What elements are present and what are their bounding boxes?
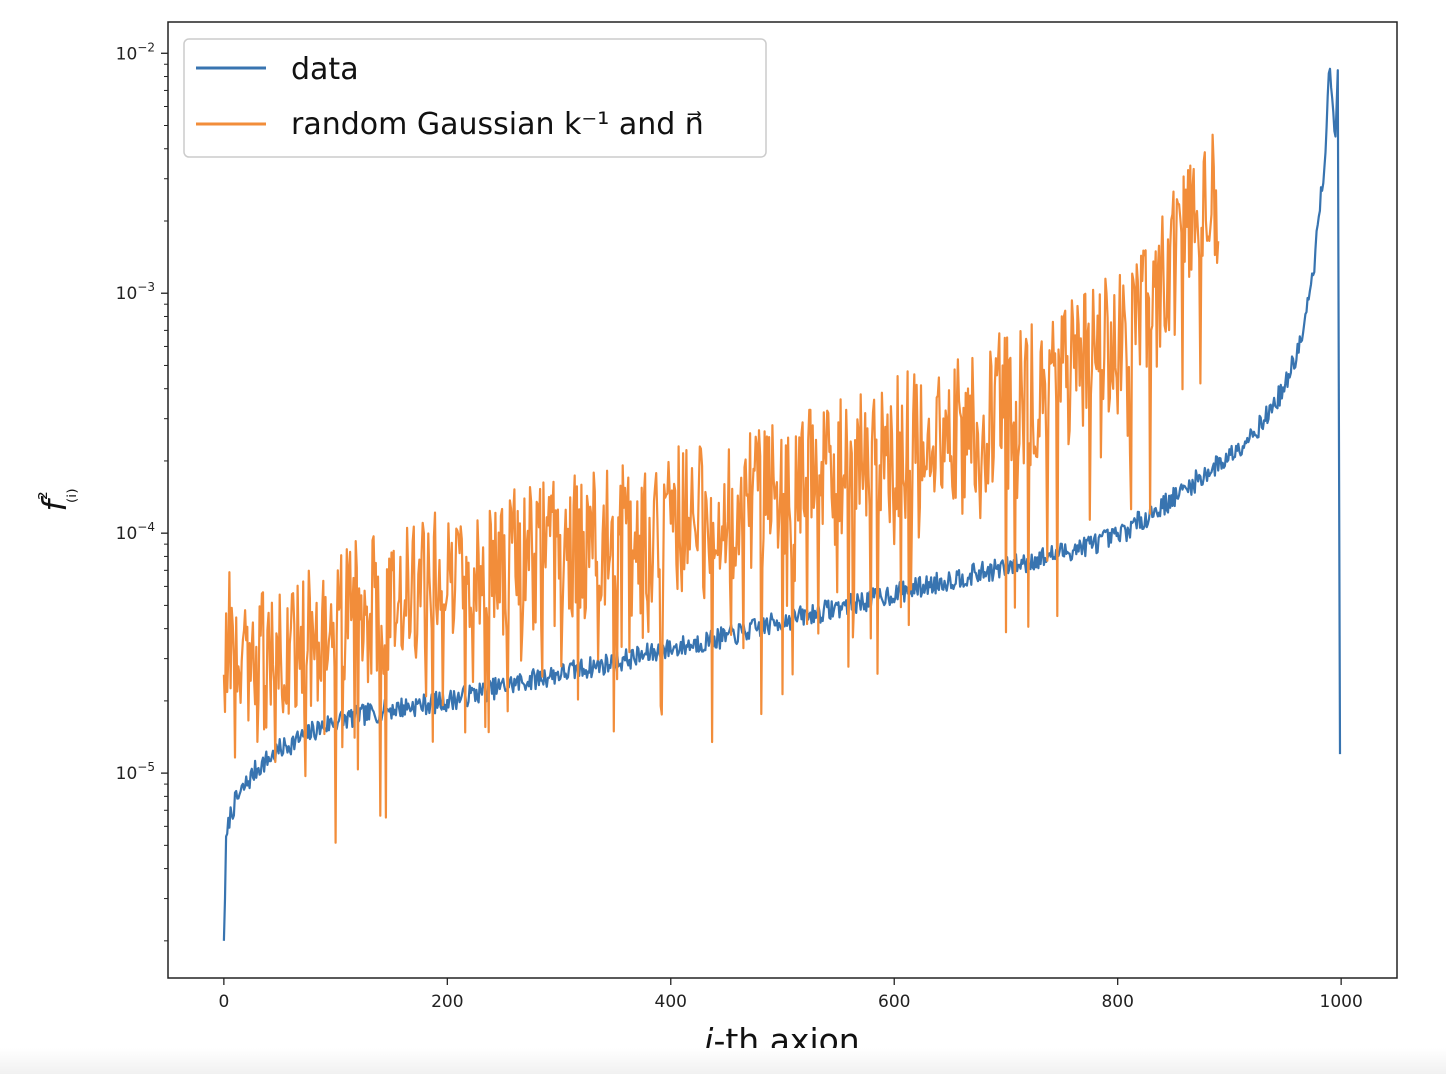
- x-tick-label: 600: [878, 992, 910, 1012]
- plot-frame: [167, 21, 1398, 979]
- x-tick-label: 400: [655, 992, 687, 1012]
- x-tick-label: 200: [431, 992, 463, 1012]
- y-axis-title: f²₍ᵢ₎: [35, 488, 82, 511]
- y-axis-ticks: 10−5 10−4 10−3 10−2: [116, 40, 168, 784]
- y-tick-label: 10−3: [116, 280, 155, 304]
- legend-label-data: data: [291, 52, 359, 87]
- x-tick-label: 1000: [1320, 992, 1363, 1012]
- legend-label-random-gaussian: random Gaussian k⁻¹ and n⃗: [291, 107, 704, 142]
- series-line-random-gaussian: [222, 133, 1220, 844]
- series-layer: [222, 67, 1342, 941]
- x-tick-label: 800: [1101, 992, 1133, 1012]
- y-tick-label: 10−4: [116, 520, 155, 544]
- y-tick-label: 10−5: [116, 760, 155, 784]
- legend: data random Gaussian k⁻¹ and n⃗: [183, 38, 767, 158]
- window-bottom-edge: [0, 1048, 1446, 1074]
- x-tick-label: 0: [218, 992, 229, 1012]
- legend-box: [183, 38, 767, 158]
- x-axis-ticks: 0 200 400 600 800 1000: [218, 978, 1363, 1012]
- y-tick-label: 10−2: [116, 40, 155, 64]
